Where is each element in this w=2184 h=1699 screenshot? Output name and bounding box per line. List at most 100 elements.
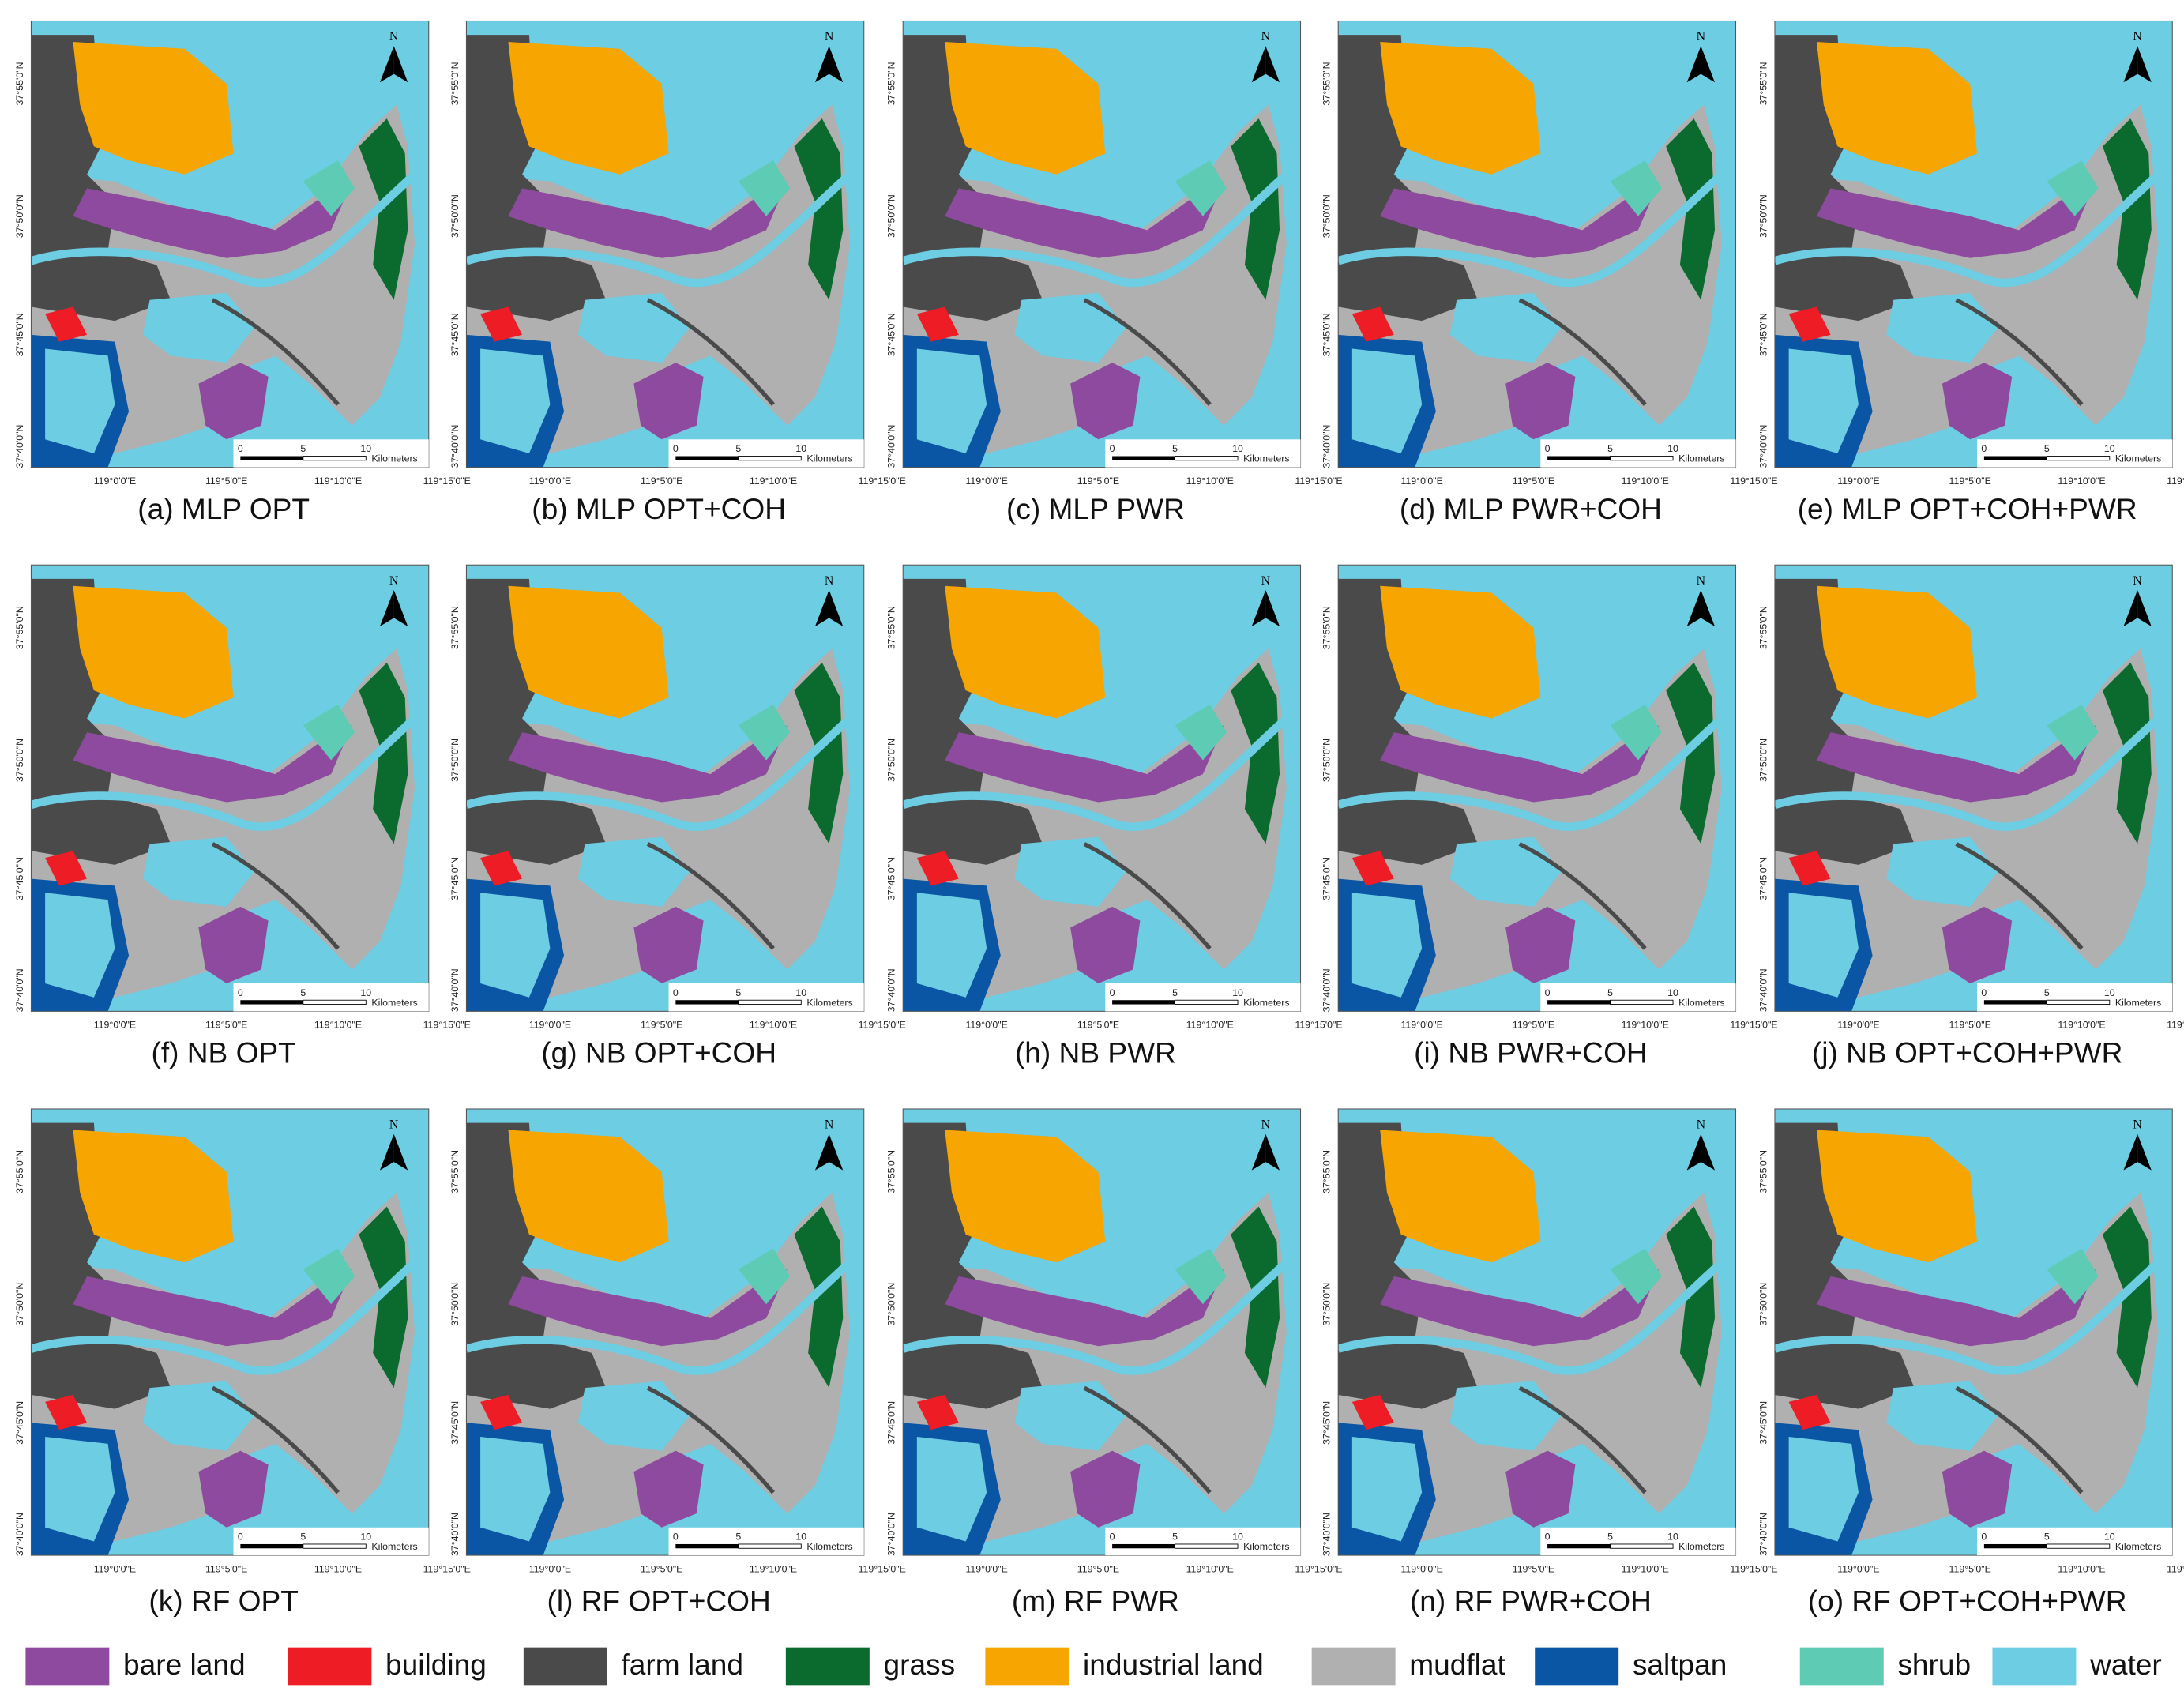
panel-caption: (m) RF PWR (1012, 1584, 1179, 1618)
scale-label: 5 (735, 443, 741, 454)
map-frame (902, 564, 1302, 1012)
scale-label: 10 (1667, 1532, 1678, 1543)
north-arrow (814, 590, 829, 626)
latitude-label: 37°50'0"N (1321, 1283, 1333, 1326)
north-label: N (825, 30, 834, 43)
north-arrow (2123, 590, 2138, 626)
scale-bar (1547, 1000, 1611, 1005)
latitude-label: 37°40'0"N (1757, 968, 1769, 1012)
scale-label: 0 (1545, 1532, 1551, 1543)
north-label: N (2133, 1118, 2142, 1132)
longitude-label: 119°10'0"E (2058, 1020, 2105, 1031)
latitude-label: 37°45'0"N (449, 1401, 460, 1445)
scale-unit: Kilometers (2115, 997, 2161, 1008)
latitude-label: 37°55'0"N (449, 606, 460, 649)
scale-box (1105, 439, 1301, 468)
longitude-label: 119°0'0"E (1400, 1563, 1442, 1574)
scale-unit: Kilometers (1243, 1541, 1289, 1552)
scale-label: 5 (735, 1532, 741, 1543)
latitude-label: 37°40'0"N (449, 425, 460, 468)
north-arrow (814, 1133, 829, 1171)
legend-swatch (1992, 1647, 2077, 1686)
scale-label: 10 (795, 1532, 806, 1543)
scale-box (233, 983, 429, 1012)
legend-swatch (288, 1647, 372, 1686)
latitude-label: 37°50'0"N (886, 739, 897, 782)
map-frame (465, 20, 865, 468)
latitude-label: 37°40'0"N (1321, 425, 1333, 468)
longitude-label: 119°10'0"E (314, 475, 362, 487)
longitude-label: 119°10'0"E (750, 1020, 797, 1031)
scale-box (1977, 1527, 2173, 1556)
scale-bar (1175, 999, 1239, 1005)
north-arrow (1265, 590, 1280, 626)
panel-caption: (d) MLP PWR+COH (1400, 492, 1662, 525)
scale-label: 10 (1232, 987, 1243, 998)
latitude-label: 37°50'0"N (1757, 1283, 1769, 1326)
scale-bar (1175, 1543, 1239, 1549)
scale-bar (1547, 1543, 1611, 1549)
latitude-label: 37°50'0"N (449, 739, 460, 782)
latitude-label: 37°55'0"N (1757, 62, 1769, 105)
scale-bar (303, 456, 367, 461)
latitude-label: 37°45'0"N (1757, 1401, 1769, 1445)
latitude-label: 37°55'0"N (886, 1150, 897, 1193)
north-label: N (1697, 30, 1706, 43)
longitude-label: 119°10'0"E (2058, 475, 2105, 487)
longitude-label: 119°5'0"E (1949, 1020, 1991, 1031)
longitude-label: 119°15'0"E (1730, 1020, 1777, 1031)
longitude-label: 119°5'0"E (205, 1563, 247, 1574)
classification-map (31, 21, 428, 467)
scale-label: 10 (795, 443, 806, 454)
longitude-label: 119°10'0"E (750, 475, 797, 487)
north-arrow (1265, 1133, 1280, 1171)
panel-caption: (n) RF PWR+COH (1410, 1584, 1652, 1618)
latitude-label: 37°50'0"N (14, 1283, 25, 1326)
legend-label: grass (883, 1648, 955, 1681)
longitude-label: 119°15'0"E (1295, 1020, 1342, 1031)
scale-label: 5 (735, 987, 741, 998)
map-frame (1774, 20, 2173, 468)
latitude-label: 37°50'0"N (14, 194, 25, 238)
classification-map (1775, 1109, 2172, 1555)
longitude-label: 119°0'0"E (1837, 1563, 1879, 1574)
scale-bar (1112, 456, 1175, 460)
longitude-label: 119°5'0"E (641, 1563, 682, 1574)
scale-box (1540, 983, 1736, 1012)
scale-label: 5 (2044, 987, 2050, 998)
longitude-label: 119°10'0"E (1186, 1020, 1234, 1031)
scale-box (1977, 983, 2173, 1012)
latitude-label: 37°40'0"N (1757, 425, 1769, 468)
longitude-label: 119°15'0"E (1730, 1563, 1777, 1574)
latitude-label: 37°50'0"N (1321, 739, 1333, 782)
longitude-label: 119°15'0"E (423, 1563, 471, 1574)
longitude-label: 119°5'0"E (205, 475, 247, 487)
north-arrow (393, 1133, 408, 1171)
panel-caption: (k) RF OPT (148, 1584, 298, 1618)
north-label: N (1261, 30, 1271, 43)
longitude-label: 119°5'0"E (1949, 475, 1991, 487)
longitude-label: 119°5'0"E (1077, 1563, 1119, 1574)
scale-label: 0 (238, 987, 243, 998)
longitude-label: 119°0'0"E (1400, 1020, 1442, 1031)
north-arrow (829, 1133, 844, 1171)
classification-map (1338, 565, 1735, 1011)
latitude-label: 37°45'0"N (1321, 1401, 1333, 1445)
scale-label: 10 (360, 443, 371, 454)
scale-box (1105, 1527, 1301, 1556)
north-arrow (2123, 46, 2138, 83)
latitude-label: 37°50'0"N (449, 194, 460, 238)
latitude-label: 37°45'0"N (886, 857, 897, 900)
map-frame (465, 1108, 865, 1556)
north-label: N (389, 574, 399, 588)
panel-caption: (o) RF OPT+COH+PWR (1808, 1584, 2127, 1618)
